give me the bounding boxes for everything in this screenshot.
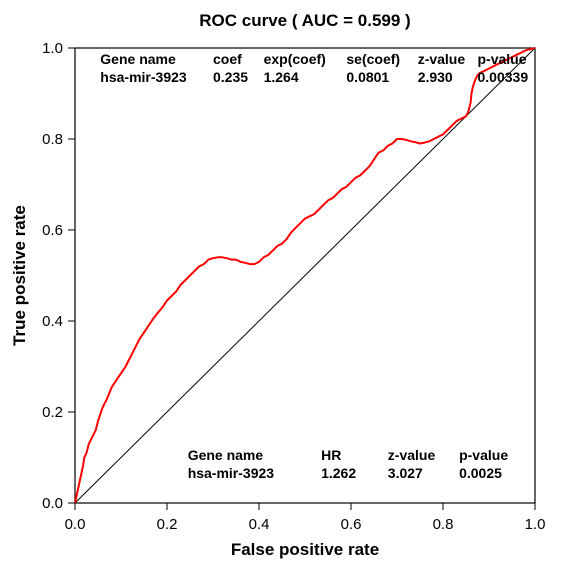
x-tick-label: 0.2 bbox=[157, 516, 178, 533]
x-tick-label: 0.6 bbox=[341, 516, 362, 533]
x-tick-label: 1.0 bbox=[525, 516, 546, 533]
top-table-header: coef bbox=[213, 51, 242, 67]
bottom-table-header: HR bbox=[321, 447, 341, 463]
top-table-value: hsa-mir-3923 bbox=[100, 69, 187, 85]
x-tick-label: 0.8 bbox=[433, 516, 454, 533]
bottom-table-value: 3.027 bbox=[388, 465, 423, 481]
top-table-header: Gene name bbox=[100, 51, 176, 67]
top-table-header: se(coef) bbox=[346, 51, 400, 67]
y-tick-label: 0.2 bbox=[42, 404, 63, 421]
y-tick-label: 0.0 bbox=[42, 495, 63, 512]
roc-svg: ROC curve ( AUC = 0.599 ) 0.00.0 0.2 0.2 0.4… bbox=[0, 0, 563, 582]
top-table-value: 1.264 bbox=[264, 69, 299, 85]
top-table-header: p-value bbox=[478, 51, 527, 67]
bottom-table-header: Gene name bbox=[188, 447, 264, 463]
bottom-table-value: 1.262 bbox=[321, 465, 356, 481]
y-axis-label: True positive rate bbox=[10, 205, 29, 346]
chart-title: ROC curve ( AUC = 0.599 ) bbox=[199, 11, 410, 30]
bottom-table-value: 0.0025 bbox=[459, 465, 502, 481]
top-table-value: 0.00339 bbox=[478, 69, 529, 85]
top-table-header: z-value bbox=[418, 51, 466, 67]
bottom-table-header: p-value bbox=[459, 447, 508, 463]
x-tick-label: 0.4 bbox=[249, 516, 270, 533]
y-tick-label: 0.6 bbox=[42, 222, 63, 239]
y-tick-label: 0.4 bbox=[42, 313, 63, 330]
top-table-value: 0.0801 bbox=[346, 69, 389, 85]
y-tick-label: 0.8 bbox=[42, 131, 63, 148]
x-tick-label: 0.0 bbox=[65, 516, 86, 533]
top-table-value: 2.930 bbox=[418, 69, 453, 85]
bottom-table-value: hsa-mir-3923 bbox=[188, 465, 275, 481]
top-table-value: 0.235 bbox=[213, 69, 248, 85]
roc-figure: ROC curve ( AUC = 0.599 ) 0.00.0 0.2 0.2 0.4… bbox=[0, 0, 563, 582]
y-tick-label: 1.0 bbox=[42, 40, 63, 57]
x-axis-label: False positive rate bbox=[231, 540, 379, 559]
top-table-header: exp(coef) bbox=[264, 51, 326, 67]
bottom-table-header: z-value bbox=[388, 447, 436, 463]
